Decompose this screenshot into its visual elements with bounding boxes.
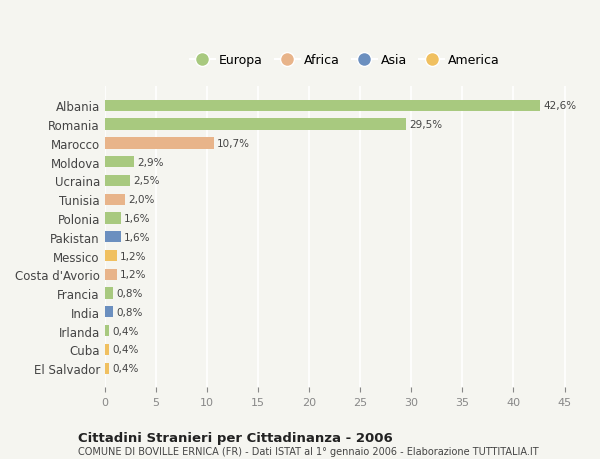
Bar bbox=[105, 119, 406, 130]
Text: 0,4%: 0,4% bbox=[112, 345, 138, 355]
Text: 2,5%: 2,5% bbox=[133, 176, 160, 186]
Text: 0,4%: 0,4% bbox=[112, 364, 138, 373]
Text: 0,8%: 0,8% bbox=[116, 288, 142, 298]
Legend: Europa, Africa, Asia, America: Europa, Africa, Asia, America bbox=[190, 54, 500, 67]
Bar bbox=[105, 307, 113, 318]
Bar bbox=[105, 175, 130, 187]
Bar bbox=[105, 213, 121, 224]
Text: 0,8%: 0,8% bbox=[116, 307, 142, 317]
Text: 1,2%: 1,2% bbox=[120, 270, 146, 280]
Text: 1,2%: 1,2% bbox=[120, 251, 146, 261]
Text: 2,9%: 2,9% bbox=[137, 157, 164, 167]
Bar bbox=[105, 269, 117, 280]
Bar bbox=[105, 157, 134, 168]
Bar bbox=[105, 344, 109, 355]
Bar bbox=[105, 325, 109, 336]
Text: 0,4%: 0,4% bbox=[112, 326, 138, 336]
Text: 2,0%: 2,0% bbox=[128, 195, 155, 205]
Text: 29,5%: 29,5% bbox=[409, 120, 442, 130]
Text: Cittadini Stranieri per Cittadinanza - 2006: Cittadini Stranieri per Cittadinanza - 2… bbox=[78, 431, 393, 444]
Text: 10,7%: 10,7% bbox=[217, 139, 250, 149]
Bar bbox=[105, 194, 125, 205]
Bar bbox=[105, 288, 113, 299]
Text: 42,6%: 42,6% bbox=[543, 101, 576, 111]
Bar bbox=[105, 363, 109, 374]
Text: COMUNE DI BOVILLE ERNICA (FR) - Dati ISTAT al 1° gennaio 2006 - Elaborazione TUT: COMUNE DI BOVILLE ERNICA (FR) - Dati IST… bbox=[78, 447, 539, 456]
Text: 1,6%: 1,6% bbox=[124, 213, 151, 224]
Bar bbox=[105, 232, 121, 243]
Bar bbox=[105, 250, 117, 262]
Bar bbox=[105, 101, 540, 112]
Bar bbox=[105, 138, 214, 149]
Text: 1,6%: 1,6% bbox=[124, 232, 151, 242]
